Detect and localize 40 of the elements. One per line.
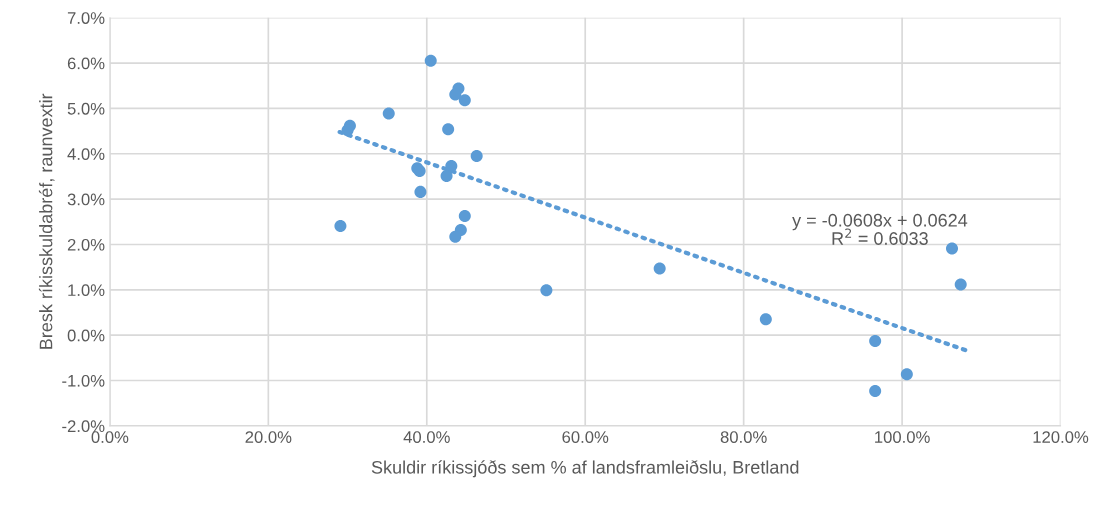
point xyxy=(382,107,395,120)
x-tick-label: 0.0% xyxy=(91,431,129,443)
point xyxy=(869,335,882,348)
point xyxy=(900,368,913,381)
x-tick-label: 40.0% xyxy=(403,431,450,443)
y-tick-label: 0.0% xyxy=(67,329,105,342)
x-tick-label: 80.0% xyxy=(720,431,767,443)
x-tick-label: 100.0% xyxy=(875,431,930,443)
point xyxy=(470,150,483,163)
point xyxy=(540,284,553,297)
y-tick-label: -1.0% xyxy=(62,374,105,387)
point xyxy=(759,313,772,326)
y-tick-label: 4.0% xyxy=(67,148,105,160)
point xyxy=(341,124,354,137)
point xyxy=(449,230,462,243)
x-tick-label: 120.0% xyxy=(1033,431,1089,443)
y-tick-label: 3.0% xyxy=(67,193,105,206)
x-tick-label: 20.0% xyxy=(245,431,292,443)
point xyxy=(414,185,427,198)
point xyxy=(869,384,882,397)
point xyxy=(945,242,959,255)
y-tick-label: -2.0% xyxy=(62,420,105,433)
point xyxy=(442,123,455,136)
x-axis-title: Skuldir ríkissjóðs sem % af landsframleiðslu, Bretland xyxy=(371,460,799,478)
y-tick-label: 2.0% xyxy=(67,238,105,251)
point xyxy=(449,88,462,101)
y-tick-label: 1.0% xyxy=(68,284,105,297)
x-tick-label: 60.0% xyxy=(562,431,609,443)
point xyxy=(653,262,666,275)
point xyxy=(954,278,967,291)
y-axis-title: Bresk ríkisskuldabréf, raunvextir xyxy=(38,93,55,349)
y-tick-label: 5.0% xyxy=(67,102,105,115)
point xyxy=(424,54,437,67)
point xyxy=(458,209,471,222)
y-tick-label: 6.0% xyxy=(67,57,105,70)
point xyxy=(445,160,458,173)
point xyxy=(334,219,347,232)
point xyxy=(458,94,471,107)
y-tick-label: 7.0% xyxy=(67,12,105,24)
point xyxy=(440,170,453,183)
